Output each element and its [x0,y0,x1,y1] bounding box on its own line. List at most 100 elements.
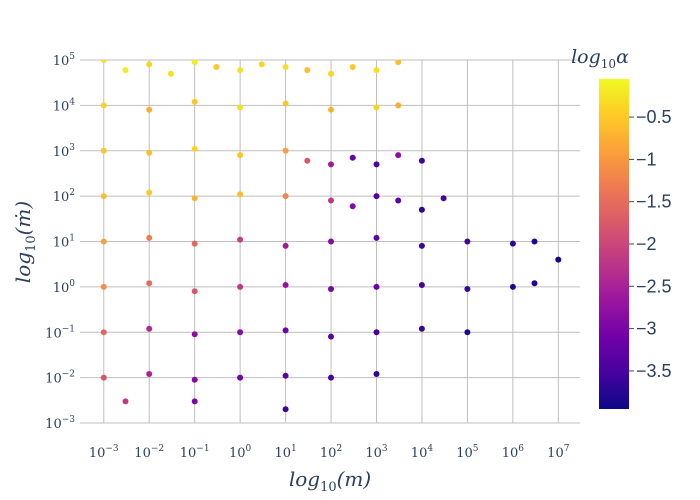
data-point [395,102,402,109]
x-tick-label: 10−1 [180,444,210,461]
x-tick-label: 104 [411,444,434,461]
colorbar-tick-label: −3 [636,319,657,339]
data-point [237,236,244,243]
data-point [282,282,289,288]
data-point [328,238,334,245]
x-tick-label: 100 [229,444,252,461]
data-point [146,325,153,332]
y-tick-label: 103 [53,143,76,160]
data-point [258,61,265,68]
data-point [191,331,198,338]
data-point [282,100,289,107]
colorbar: log10α −0.5 −1 −1.5 −2 −2.5 −3 −3.5 [571,46,672,409]
data-point [440,195,447,202]
data-point [100,329,107,336]
data-point [282,372,289,379]
data-point [146,280,153,287]
data-point [418,325,425,332]
data-point [122,67,129,74]
data-point [282,193,289,200]
data-point [191,98,198,105]
x-tick-label: 101 [274,444,296,461]
x-tick-labels: 10−3 10−2 10−1 100 101 102 103 104 105 106 107 [89,444,570,461]
data-point [395,197,402,204]
data-point [418,242,425,249]
data-point [191,60,198,66]
data-point [328,70,334,77]
data-point [395,60,402,66]
data-point [237,329,244,336]
x-tick-label: 103 [365,444,388,461]
colorbar-tick-label: −3.5 [636,361,672,381]
data-point [464,329,471,336]
data-point [328,197,334,204]
data-point [237,104,244,111]
data-point [100,60,107,63]
data-point [191,288,198,295]
data-point [373,161,380,168]
data-point [373,234,380,241]
data-point [304,67,311,74]
x-tick-label: 107 [547,444,570,461]
data-point [418,157,425,164]
data-point [418,206,425,213]
data-point [122,398,129,405]
data-point [373,193,380,200]
data-point [395,152,402,159]
data-point [373,283,380,290]
data-point [328,106,334,113]
data-point [509,283,516,290]
data-point [237,191,244,198]
data-point [100,147,107,154]
data-point [328,161,334,168]
data-point [282,64,289,70]
data-point [373,104,380,111]
data-point [237,152,244,159]
data-point [237,374,244,381]
data-point [349,154,356,161]
data-point [282,406,289,413]
data-point [213,64,220,70]
colorbar-tick-label: −2 [636,234,657,254]
data-point [328,333,334,340]
data-points [100,60,562,413]
data-point [146,234,153,241]
data-point [373,329,380,336]
data-point [373,67,380,74]
data-point [191,240,198,247]
data-point [373,371,380,377]
data-point [100,374,107,381]
colorbar-gradient [599,79,629,409]
y-tick-label: 10−3 [45,415,75,432]
colorbar-tick-label: −1.5 [636,192,672,212]
data-point [100,238,107,245]
data-point [282,242,289,249]
data-point [282,327,289,334]
data-point [100,193,107,200]
colorbar-tick-labels: −0.5 −1 −1.5 −2 −2.5 −3 −3.5 [629,107,672,381]
colorbar-tick-label: −0.5 [636,107,672,127]
y-tick-label: 100 [53,279,76,296]
data-point [100,283,107,290]
data-point [167,70,174,77]
x-tick-label: 102 [320,444,342,461]
data-point [146,61,153,68]
data-point [191,195,198,202]
y-tick-label: 101 [53,234,75,251]
data-point [509,240,516,247]
y-tick-label: 10−2 [45,370,75,387]
data-point [191,376,198,383]
x-tick-label: 106 [502,444,525,461]
data-point [418,282,425,288]
y-tick-label: 10−1 [45,324,75,341]
x-tick-label: 105 [456,444,479,461]
y-axis-label: log10(ṁ) [11,201,39,283]
data-point [100,102,107,109]
data-point [146,149,153,156]
x-tick-label: 10−3 [89,444,119,461]
data-point [328,286,334,292]
y-tick-label: 102 [53,188,75,205]
data-point [464,286,471,292]
data-point [146,106,153,113]
